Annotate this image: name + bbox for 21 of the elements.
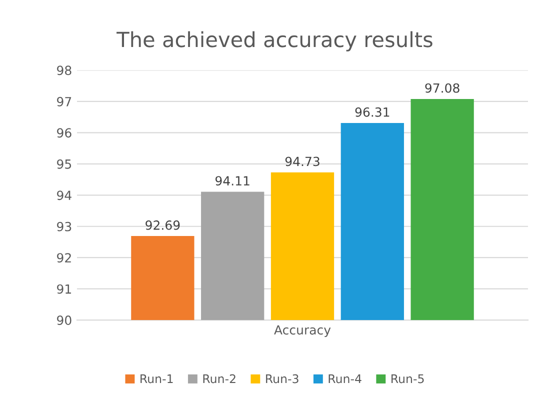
y-tick-label: 97 [57,96,72,106]
legend-label: Run-3 [266,374,298,384]
x-tick-label: Accuracy [274,325,331,338]
y-tick-label: 95 [57,159,72,169]
y-tick-label: 98 [57,66,72,76]
y-tick-label: 96 [57,128,72,138]
chart-title: The achieved accuracy results [116,31,432,52]
legend-label: Run-5 [392,374,424,384]
data-label: 96.31 [355,107,390,117]
legend-label: Run-1 [140,374,173,384]
y-tick-label: 91 [57,284,71,294]
legend-label: Run-4 [328,374,362,384]
y-tick-label: 92 [57,253,71,263]
y-tick-label: 93 [57,222,72,232]
data-label: 94.11 [215,176,250,186]
data-label: 94.73 [285,156,320,166]
legend-label: Run-2 [203,374,236,384]
y-tick-label: 90 [57,316,72,325]
data-label: 97.08 [425,83,460,93]
data-label: 92.69 [146,220,180,230]
y-tick-label: 94 [57,190,72,200]
